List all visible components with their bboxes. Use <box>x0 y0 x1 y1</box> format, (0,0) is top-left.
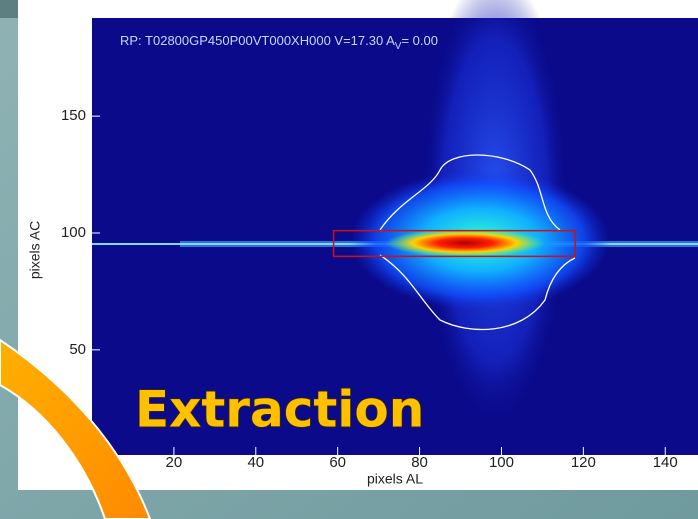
chart-title: RP: T02800GP450P00VT000XH000 V=17.30 AV=… <box>120 33 438 51</box>
x-tick-label: 20 <box>166 454 183 471</box>
title-end: = 0.00 <box>401 33 438 48</box>
y-tick-label: 50 <box>69 341 86 358</box>
contour <box>379 254 576 331</box>
y-tick-label: 150 <box>61 107 86 124</box>
x-axis-label: pixels AL <box>367 471 423 487</box>
title-main: RP: T02800GP450P00VT000XH000 V=17.30 A <box>120 33 395 48</box>
x-tick-label: 120 <box>571 454 596 471</box>
x-tick-label: 80 <box>411 454 428 471</box>
core <box>385 229 545 257</box>
overlay-title: Extraction <box>135 381 424 439</box>
extraction-box <box>332 229 576 258</box>
x-tick-label: 40 <box>247 454 264 471</box>
x-tick-label: 140 <box>653 454 678 471</box>
decorative-swoosh <box>0 338 152 519</box>
contour <box>379 154 561 231</box>
y-tick-label: 100 <box>61 224 86 241</box>
x-tick-label: 100 <box>489 454 514 471</box>
y-axis-label: pixels AC <box>27 221 43 279</box>
title-subscript: V <box>395 41 402 52</box>
intensity-image <box>92 0 698 430</box>
x-tick-label: 60 <box>329 454 346 471</box>
